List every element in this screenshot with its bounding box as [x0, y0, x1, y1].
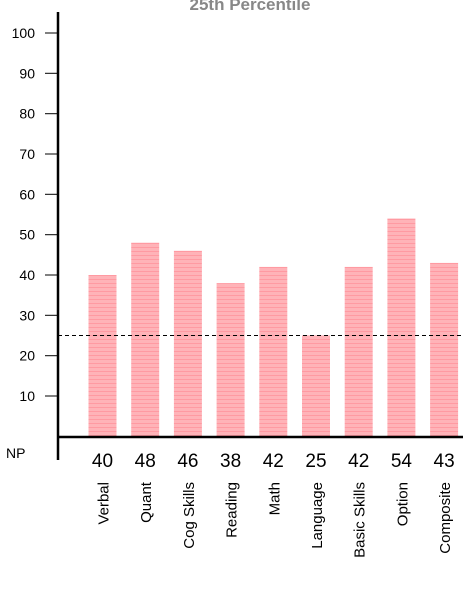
- value-label: 54: [391, 451, 413, 472]
- y-tick-label: 90: [19, 65, 35, 81]
- bar-verbal: [88, 275, 117, 437]
- value-label: 40: [92, 451, 113, 472]
- category-label: Math: [266, 482, 283, 515]
- bar-quant: [131, 242, 160, 437]
- bar-composite: [430, 262, 459, 437]
- y-tick-label: 30: [19, 307, 35, 323]
- y-axis-label: NP: [6, 445, 25, 461]
- bars-layer: [88, 218, 459, 437]
- category-label: Quant: [138, 481, 155, 523]
- y-tick-label: 80: [19, 106, 35, 122]
- axes-layer: [45, 12, 463, 460]
- value-label: 42: [348, 451, 369, 472]
- bar-language: [302, 335, 330, 437]
- category-label: Language: [309, 482, 326, 549]
- category-label: Reading: [224, 482, 241, 538]
- y-tick-label: 50: [19, 227, 35, 243]
- value-label: 48: [135, 451, 156, 472]
- y-tick-label: 20: [19, 348, 35, 364]
- value-label: 42: [263, 451, 284, 472]
- value-label: 38: [220, 451, 241, 472]
- y-tick-label: 100: [12, 25, 36, 41]
- value-label: 43: [434, 451, 455, 472]
- bar-reading: [216, 283, 245, 437]
- category-label: Basic Skills: [352, 482, 369, 558]
- bar-math: [259, 266, 288, 437]
- bar-option: [387, 218, 416, 437]
- value-label: 25: [305, 451, 326, 472]
- y-tick-label: 60: [19, 186, 35, 202]
- category-label: Composite: [437, 482, 454, 554]
- chart-title: 25th Percentile: [190, 0, 311, 14]
- y-tick-label: 40: [19, 267, 35, 283]
- value-label: 46: [177, 451, 198, 472]
- category-label: Verbal: [96, 482, 113, 525]
- labels-layer: 10 20 30 40 50 60 70 80 90 100 NP 40 48 46 38 42 25 42 54 4…: [6, 25, 455, 558]
- bar-basic-skills: [344, 266, 373, 437]
- category-label: Cog Skills: [181, 482, 198, 549]
- y-tick-label: 10: [19, 388, 35, 404]
- bar-cog-skills: [173, 250, 202, 437]
- y-tick-label: 70: [19, 146, 35, 162]
- category-label: Option: [394, 482, 411, 526]
